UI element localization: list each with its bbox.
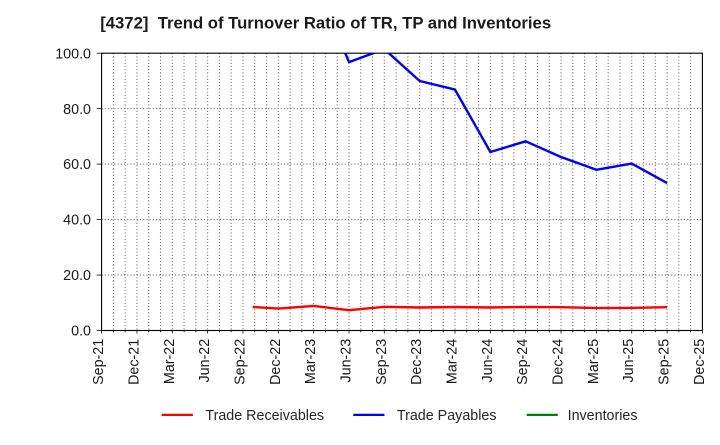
svg-text:Mar-22: Mar-22: [162, 339, 178, 384]
svg-text:Dec-25: Dec-25: [692, 339, 708, 385]
svg-text:20.0: 20.0: [63, 268, 91, 284]
svg-text:Sep-25: Sep-25: [657, 339, 673, 385]
svg-text:Dec-22: Dec-22: [268, 339, 284, 385]
svg-text:Mar-23: Mar-23: [303, 339, 319, 384]
svg-text:Sep-24: Sep-24: [515, 339, 531, 385]
svg-text:80.0: 80.0: [63, 102, 91, 118]
svg-text:Dec-23: Dec-23: [409, 339, 425, 385]
svg-text:0.0: 0.0: [71, 324, 91, 340]
svg-text:Trade Receivables: Trade Receivables: [205, 408, 324, 424]
svg-text:Dec-21: Dec-21: [126, 339, 142, 385]
svg-text:Jun-24: Jun-24: [480, 339, 496, 383]
svg-text:Inventories: Inventories: [568, 408, 638, 424]
svg-text:Sep-21: Sep-21: [91, 339, 107, 385]
svg-text:Mar-25: Mar-25: [586, 339, 602, 384]
svg-text:Mar-24: Mar-24: [445, 339, 461, 384]
svg-text:Sep-23: Sep-23: [374, 339, 390, 385]
svg-text:Jun-25: Jun-25: [621, 339, 637, 383]
svg-text:Trade Payables: Trade Payables: [397, 408, 497, 424]
svg-text:40.0: 40.0: [63, 213, 91, 229]
svg-text:Sep-22: Sep-22: [232, 339, 248, 385]
svg-text:[4372] Trend of Turnover Rati: [4372] Trend of Turnover Ratio of TR, TP…: [100, 13, 551, 32]
svg-text:Jun-22: Jun-22: [197, 339, 213, 383]
svg-text:60.0: 60.0: [63, 157, 91, 173]
svg-text:100.0: 100.0: [55, 46, 91, 62]
svg-text:Jun-23: Jun-23: [338, 339, 354, 383]
svg-text:Dec-24: Dec-24: [551, 339, 567, 385]
